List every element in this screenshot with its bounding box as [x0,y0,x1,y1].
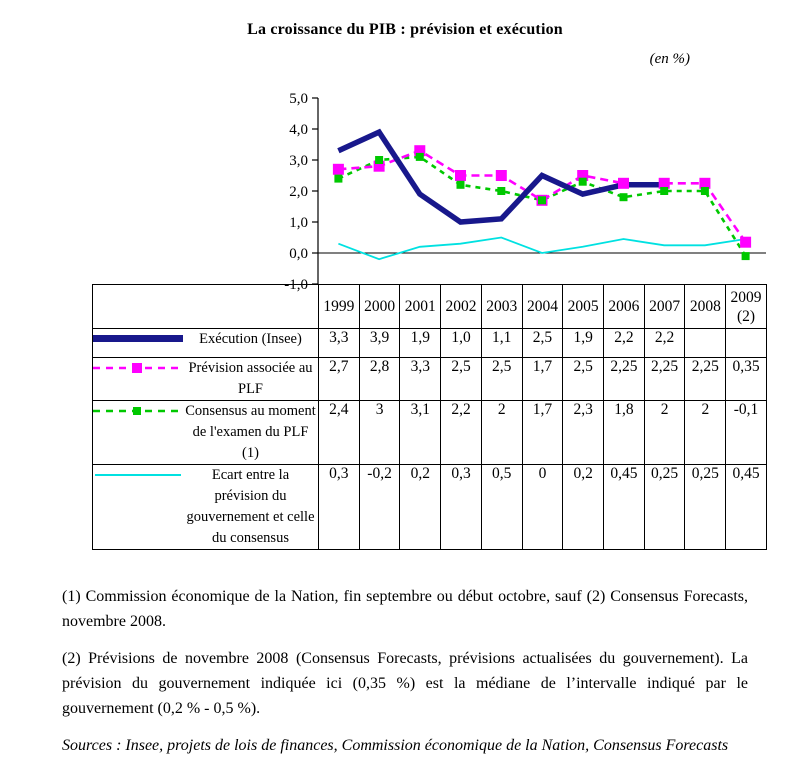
table-row: Ecart entre la prévision du gouvernement… [92,464,767,550]
year-header: 2006 [603,284,645,329]
gdp-figure: 5,0 4,0 3,0 2,0 1,0 0,0 -1,0 1999 2000 2001 2002 2… [92,92,767,550]
series-label: Exécution (Insee) [199,331,302,347]
legend-execution-line-sample [93,335,183,342]
value-cell: 3,9 [358,328,401,358]
value-cell: 1,9 [562,328,605,358]
footnotes: (1) Commission économique de la Nation, … [62,584,748,758]
table-corner-cell [92,284,319,329]
legend-dashed-line-sample [93,407,183,415]
value-cell: 2,8 [358,357,401,401]
value-cell: 1,8 [603,400,645,465]
value-cell: 0,3 [440,464,482,550]
series-label: Consensus au moment de l'examen du PLF (… [185,403,316,461]
value-cell: 0,25 [684,464,727,550]
value-cell: 0,2 [562,464,605,550]
value-cell: 2,25 [643,357,686,401]
value-cell: 0,2 [399,464,442,550]
value-cell: 1,7 [521,400,564,465]
table-row: Consensus au moment de l'examen du PLF (… [92,400,767,465]
value-cell: 2,3 [562,400,605,465]
svg-text:5,0: 5,0 [289,92,308,107]
year-header: 2007 [643,284,686,329]
value-cell: 3,3 [399,357,442,401]
value-cell: 0,3 [318,464,360,550]
footnote-2: (2) Prévisions de novembre 2008 (Consens… [62,650,748,717]
year-header: 2008 [684,284,727,329]
footnote-1: (1) Commission économique de la Nation, … [62,588,748,630]
value-cell [725,328,767,358]
value-cell: -0,1 [725,400,767,465]
svg-text:2,0: 2,0 [289,184,308,200]
legend-ecart-line-sample [95,474,181,476]
year-header: 2004 [521,284,564,329]
legend-cell: Prévision associée au PLF [92,357,319,401]
legend-cell: Exécution (Insee) [92,328,319,358]
value-cell: 2,5 [521,328,564,358]
svg-text:4,0: 4,0 [289,122,308,138]
value-cell: 3,3 [318,328,360,358]
table-row: Prévision associée au PLF 2,7 2,8 3,3 2,5 2,5… [92,357,767,401]
legend-cell: Consensus au moment de l'examen du PLF (… [92,400,319,465]
gdp-data-table: 1999 2000 2001 2002 2003 2004 2005 2006 2007 2008… [92,284,767,550]
value-cell: 0,5 [480,464,523,550]
series-label: Ecart entre la prévision du gouvernement… [186,467,315,546]
value-cell: -0,2 [358,464,401,550]
value-cell: 2 [480,400,523,465]
value-cell: 2,25 [603,357,645,401]
value-cell: 0,25 [643,464,686,550]
series-label: Prévision associée au PLF [188,360,313,397]
value-cell: 1,7 [521,357,564,401]
unit-label: (en %) [649,51,690,67]
value-cell: 2,2 [440,400,482,465]
year-header: 2003 [480,284,523,329]
value-cell: 2,2 [603,328,645,358]
page-title: La croissance du PIB : prévision et exéc… [247,21,563,38]
value-cell: 2,5 [562,357,605,401]
year-header: 2002 [440,284,482,329]
value-cell: 2 [684,400,727,465]
value-cell: 2,2 [643,328,686,358]
year-header: 2000 [358,284,401,329]
value-cell: 0 [521,464,564,550]
value-cell: 1,0 [440,328,482,358]
value-cell: 2,4 [318,400,360,465]
value-cell: 0,45 [603,464,645,550]
value-cell: 0,35 [725,357,767,401]
value-cell: 2,7 [318,357,360,401]
svg-text:0,0: 0,0 [289,246,308,262]
year-header: 2005 [562,284,605,329]
svg-text:3,0: 3,0 [289,153,308,169]
value-cell: 2 [643,400,686,465]
legend-dashed-line-sample [93,363,183,373]
value-cell: 1,9 [399,328,442,358]
value-cell: 1,1 [480,328,523,358]
value-cell: 2,25 [684,357,727,401]
year-header: 1999 [318,284,360,329]
value-cell: 3 [358,400,401,465]
value-cell: 0,45 [725,464,767,550]
value-cell: 2,5 [480,357,523,401]
year-header: 2001 [399,284,442,329]
value-cell: 3,1 [399,400,442,465]
table-row: Exécution (Insee) 3,3 3,9 1,9 1,0 1,1 2,5 1,9 2,… [92,328,767,358]
sources-line: Sources : Insee, projets de lois de fina… [62,737,729,754]
svg-text:1,0: 1,0 [289,215,308,231]
value-cell [684,328,727,358]
document-page: { "header": { "title": "La croissance du… [0,21,810,754]
value-cell: 2,5 [440,357,482,401]
year-header: 2009 (2) [725,284,767,329]
legend-cell: Ecart entre la prévision du gouvernement… [92,464,319,550]
gdp-line-chart: 5,04,03,02,01,00,0-1,0 [284,92,766,292]
